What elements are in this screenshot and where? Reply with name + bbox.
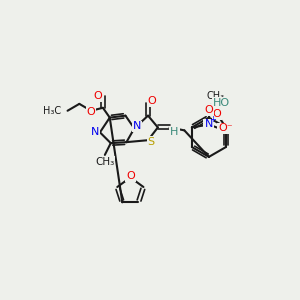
- Text: H₃C: H₃C: [43, 106, 61, 116]
- Text: S: S: [147, 137, 155, 147]
- Text: O: O: [148, 96, 156, 106]
- Text: N: N: [91, 127, 99, 137]
- Text: O⁻: O⁻: [218, 123, 232, 134]
- Text: H: H: [170, 127, 179, 137]
- Text: +: +: [209, 115, 216, 124]
- Text: O: O: [94, 91, 102, 101]
- Text: O: O: [126, 172, 135, 182]
- Text: CH₃: CH₃: [95, 157, 115, 167]
- Text: HO: HO: [213, 98, 230, 108]
- Text: CH₃: CH₃: [206, 91, 224, 101]
- Text: O: O: [204, 105, 213, 115]
- Text: N: N: [204, 119, 213, 130]
- Text: N: N: [133, 122, 141, 131]
- Text: O: O: [87, 107, 95, 117]
- Text: O: O: [213, 109, 221, 119]
